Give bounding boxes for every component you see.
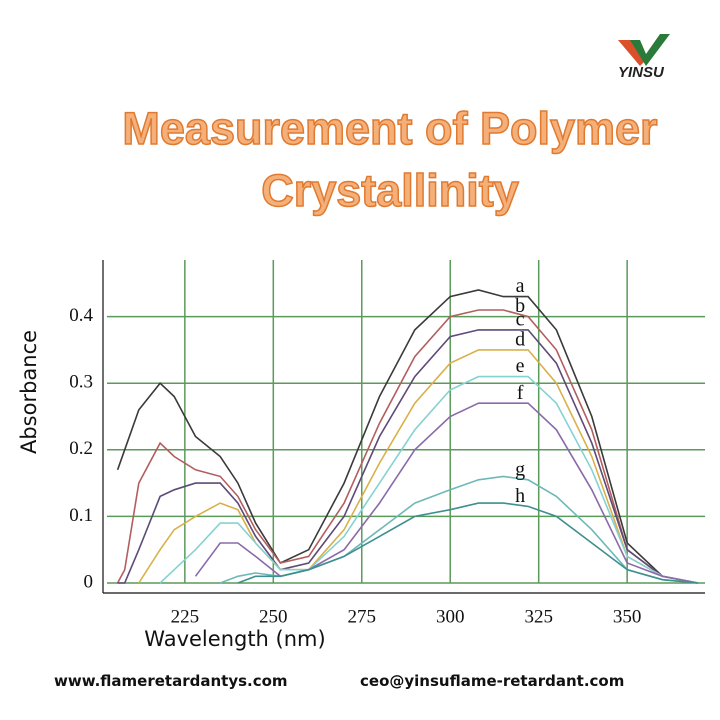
x-tick-label: 225 xyxy=(171,606,200,627)
x-tick-label: 325 xyxy=(524,606,553,627)
website: www.flameretardantys.com xyxy=(54,672,288,690)
series-label: g xyxy=(515,458,525,480)
logo-text: YINSU xyxy=(618,64,664,81)
x-tick-label: 275 xyxy=(348,606,377,627)
series-line xyxy=(219,475,698,584)
series-line xyxy=(116,309,699,584)
series-label: c xyxy=(516,309,525,331)
logo-shape xyxy=(630,34,670,66)
y-tick-label: 0.1 xyxy=(69,505,93,526)
x-tick-label: 250 xyxy=(259,606,288,627)
series-label: h xyxy=(515,485,525,507)
series-label: a xyxy=(516,275,525,297)
series-line xyxy=(237,502,698,584)
y-tick-label: 0.2 xyxy=(69,438,93,459)
x-axis-label: Wavelength (nm) xyxy=(144,627,325,651)
y-axis-label: Absorbance xyxy=(17,330,41,454)
title: Measurement of Polymer Crystallinity xyxy=(122,102,659,217)
series-label: b xyxy=(515,295,525,317)
series-line xyxy=(138,349,699,584)
series-line xyxy=(194,402,699,584)
series-label: d xyxy=(515,329,525,351)
series-line xyxy=(117,329,699,584)
x-tick-label: 300 xyxy=(436,606,465,627)
series-label: e xyxy=(516,355,525,377)
series-line xyxy=(159,375,699,584)
x-tick-label: 350 xyxy=(613,606,642,627)
logo-mark xyxy=(618,34,670,66)
y-tick-label: 0.4 xyxy=(69,305,93,326)
email: ceo@yinsuflame-retardant.com xyxy=(360,672,625,690)
y-tick-label: 0 xyxy=(84,571,94,592)
series-line xyxy=(116,289,699,584)
y-tick-label: 0.3 xyxy=(69,372,93,393)
series-label: f xyxy=(517,382,524,404)
